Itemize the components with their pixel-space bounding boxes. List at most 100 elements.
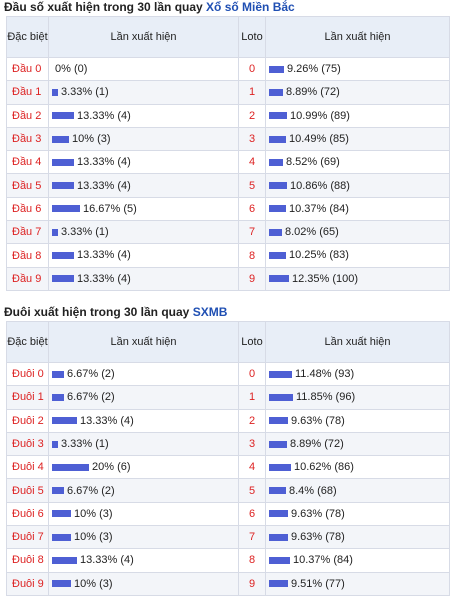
db-count-cell: 10% (3) xyxy=(48,571,239,596)
loto-bar xyxy=(269,557,290,565)
row-label: Đuôi 5 xyxy=(6,478,49,503)
row-label: Đầu 1 xyxy=(6,80,49,105)
row-label: Đuôi 6 xyxy=(6,501,49,527)
loto-bar xyxy=(269,65,284,73)
db-bar xyxy=(52,393,64,401)
loto-number: 2 xyxy=(238,103,266,128)
row-label: Đuôi 9 xyxy=(6,571,49,596)
row-label: Đầu 0 xyxy=(6,56,49,82)
header-loto: Loto xyxy=(238,320,266,363)
db-count-cell: 3.33% (1) xyxy=(48,80,239,105)
row-label: Đầu 4 xyxy=(6,150,49,175)
row-label: Đuôi 3 xyxy=(6,431,49,457)
loto-count-cell: 10.86% (88) xyxy=(265,173,450,198)
loto-number: 7 xyxy=(238,525,266,550)
row-label: Đuôi 0 xyxy=(6,361,49,387)
row-label: Đuôi 8 xyxy=(6,548,49,573)
dau-table: Đặc biệt Lần xuất hiện Loto Lần xuất hiệ… xyxy=(6,16,450,291)
table-row: Đầu 0 0% (0) 0 9.26% (75) xyxy=(6,56,450,82)
db-bar xyxy=(52,182,74,190)
loto-pct: 10.37% (84) xyxy=(293,554,353,567)
db-bar xyxy=(52,252,74,260)
xsmb-link[interactable]: Xổ số Miền Bắc xyxy=(206,0,295,14)
db-pct: 13.33% (4) xyxy=(77,272,131,285)
loto-number: 6 xyxy=(238,501,266,527)
loto-number: 3 xyxy=(238,126,266,152)
duoi-table-header: Đặc biệt Lần xuất hiện Loto Lần xuất hiệ… xyxy=(6,320,450,363)
db-bar xyxy=(52,510,71,518)
loto-count-cell: 8.52% (69) xyxy=(265,150,450,175)
table-row: Đuôi 2 13.33% (4) 2 9.63% (78) xyxy=(6,408,450,433)
loto-number: 9 xyxy=(238,266,266,291)
loto-bar xyxy=(269,88,283,96)
sxmb-link[interactable]: SXMB xyxy=(192,304,228,319)
db-pct: 13.33% (4) xyxy=(77,109,131,122)
db-bar xyxy=(52,533,71,541)
db-bar xyxy=(52,205,80,213)
loto-number: 0 xyxy=(238,56,266,82)
db-pct: 10% (3) xyxy=(74,507,113,520)
loto-pct: 10.49% (85) xyxy=(289,133,349,146)
loto-count-cell: 10.37% (84) xyxy=(265,548,450,573)
loto-number: 0 xyxy=(238,361,266,387)
db-bar xyxy=(52,417,77,425)
db-count-cell: 13.33% (4) xyxy=(48,243,239,268)
loto-bar xyxy=(269,487,286,495)
db-count-cell: 13.33% (4) xyxy=(48,548,239,573)
dau-title-text: Đầu số xuất hiện trong 30 lần quay xyxy=(4,0,207,14)
db-pct: 13.33% (4) xyxy=(80,554,134,567)
loto-pct: 8.89% (72) xyxy=(286,86,340,99)
loto-pct: 10.37% (84) xyxy=(289,202,349,215)
loto-count-cell: 9.63% (78) xyxy=(265,501,450,527)
db-pct: 13.33% (4) xyxy=(77,156,131,169)
loto-pct: 8.02% (65) xyxy=(285,226,339,239)
loto-pct: 9.26% (75) xyxy=(287,63,341,76)
loto-count-cell: 8.4% (68) xyxy=(265,478,450,503)
table-row: Đuôi 5 6.67% (2) 5 8.4% (68) xyxy=(6,478,450,503)
table-row: Đầu 5 13.33% (4) 5 10.86% (88) xyxy=(6,173,450,198)
table-row: Đầu 2 13.33% (4) 2 10.99% (89) xyxy=(6,103,450,128)
loto-number: 8 xyxy=(238,243,266,268)
loto-number: 4 xyxy=(238,150,266,175)
table-row: Đầu 1 3.33% (1) 1 8.89% (72) xyxy=(6,80,450,105)
loto-number: 5 xyxy=(238,173,266,198)
db-count-cell: 16.67% (5) xyxy=(48,196,239,222)
row-label: Đầu 9 xyxy=(6,266,49,291)
header-loto: Loto xyxy=(238,16,266,58)
duoi-section-title: Đuôi xuất hiện trong 30 lần quay SXMB xyxy=(0,304,454,321)
loto-pct: 10.99% (89) xyxy=(290,109,350,122)
loto-pct: 11.85% (96) xyxy=(296,391,356,404)
table-row: Đầu 6 16.67% (5) 6 10.37% (84) xyxy=(6,196,450,222)
loto-count-cell: 9.63% (78) xyxy=(265,525,450,550)
db-bar xyxy=(52,135,69,143)
db-pct: 13.33% (4) xyxy=(80,414,134,427)
db-pct: 3.33% (1) xyxy=(61,226,109,239)
table-row: Đuôi 7 10% (3) 7 9.63% (78) xyxy=(6,525,450,550)
db-count-cell: 13.33% (4) xyxy=(48,266,239,291)
db-pct: 6.67% (2) xyxy=(67,368,115,381)
db-bar xyxy=(52,580,71,588)
header-lan-xuat-hien-loto: Lần xuất hiện xyxy=(265,320,450,363)
loto-bar xyxy=(269,252,286,260)
loto-count-cell: 10.37% (84) xyxy=(265,196,450,222)
db-count-cell: 6.67% (2) xyxy=(48,478,239,503)
table-row: Đầu 9 13.33% (4) 9 12.35% (100) xyxy=(6,266,450,291)
table-row: Đầu 4 13.33% (4) 4 8.52% (69) xyxy=(6,150,450,175)
loto-bar xyxy=(269,463,291,471)
row-label: Đuôi 1 xyxy=(6,385,49,410)
db-pct: 3.33% (1) xyxy=(61,438,109,451)
loto-pct: 9.51% (77) xyxy=(291,577,345,590)
loto-count-cell: 10.99% (89) xyxy=(265,103,450,128)
db-count-cell: 10% (3) xyxy=(48,501,239,527)
duoi-table: Đặc biệt Lần xuất hiện Loto Lần xuất hiệ… xyxy=(6,320,450,596)
db-count-cell: 3.33% (1) xyxy=(48,431,239,457)
header-lan-xuat-hien: Lần xuất hiện xyxy=(48,320,239,363)
loto-count-cell: 12.35% (100) xyxy=(265,266,450,291)
db-pct: 13.33% (4) xyxy=(77,179,131,192)
loto-pct: 8.4% (68) xyxy=(289,484,337,497)
dau-table-header: Đặc biệt Lần xuất hiện Loto Lần xuất hiệ… xyxy=(6,16,450,58)
row-label: Đầu 3 xyxy=(6,126,49,152)
loto-number: 5 xyxy=(238,478,266,503)
row-label: Đuôi 4 xyxy=(6,455,49,480)
header-dac-biet: Đặc biệt xyxy=(6,320,49,363)
